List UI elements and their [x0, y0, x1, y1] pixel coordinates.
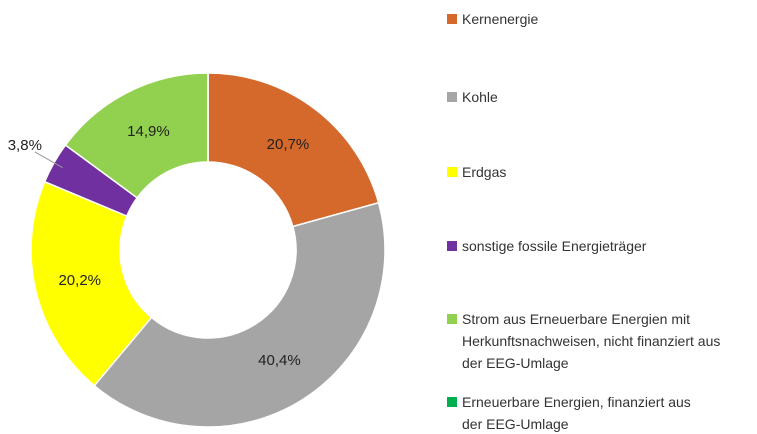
data-label: 20,2%	[58, 272, 101, 289]
data-label: 40,4%	[258, 352, 301, 369]
legend-item: Strom aus Erneuerbare Energien mit Herku…	[447, 308, 747, 374]
legend-swatch	[447, 92, 457, 102]
legend-item: sonstige fossile Energieträger	[447, 235, 747, 257]
legend-item: Kohle	[447, 86, 747, 108]
legend-label: Kernenergie	[462, 11, 539, 27]
legend-label: sonstige fossile Energieträger	[462, 238, 647, 254]
legend-item: Erneuerbare Energien, finanziert aus der…	[447, 391, 747, 434]
legend-swatch	[447, 241, 457, 251]
legend-swatch	[447, 14, 457, 24]
legend-swatch	[447, 314, 457, 324]
legend-label: Erdgas	[462, 164, 507, 180]
donut-slice	[207, 72, 380, 228]
donut-slice	[93, 201, 386, 428]
legend-label: Strom aus Erneuerbare Energien mit Herku…	[462, 311, 721, 371]
legend-swatch	[447, 397, 457, 407]
data-label: 20,7%	[267, 136, 310, 153]
legend-item: Kernenergie	[447, 8, 747, 30]
legend-label: Erneuerbare Energien, finanziert aus der…	[462, 394, 691, 432]
legend-item: Erdgas	[447, 161, 747, 183]
donut-slice	[30, 180, 153, 387]
legend-swatch	[447, 167, 457, 177]
data-label: 14,9%	[127, 123, 170, 140]
leader-line	[34, 151, 63, 169]
legend-label: Kohle	[462, 89, 498, 105]
data-label: 3,8%	[8, 137, 42, 154]
